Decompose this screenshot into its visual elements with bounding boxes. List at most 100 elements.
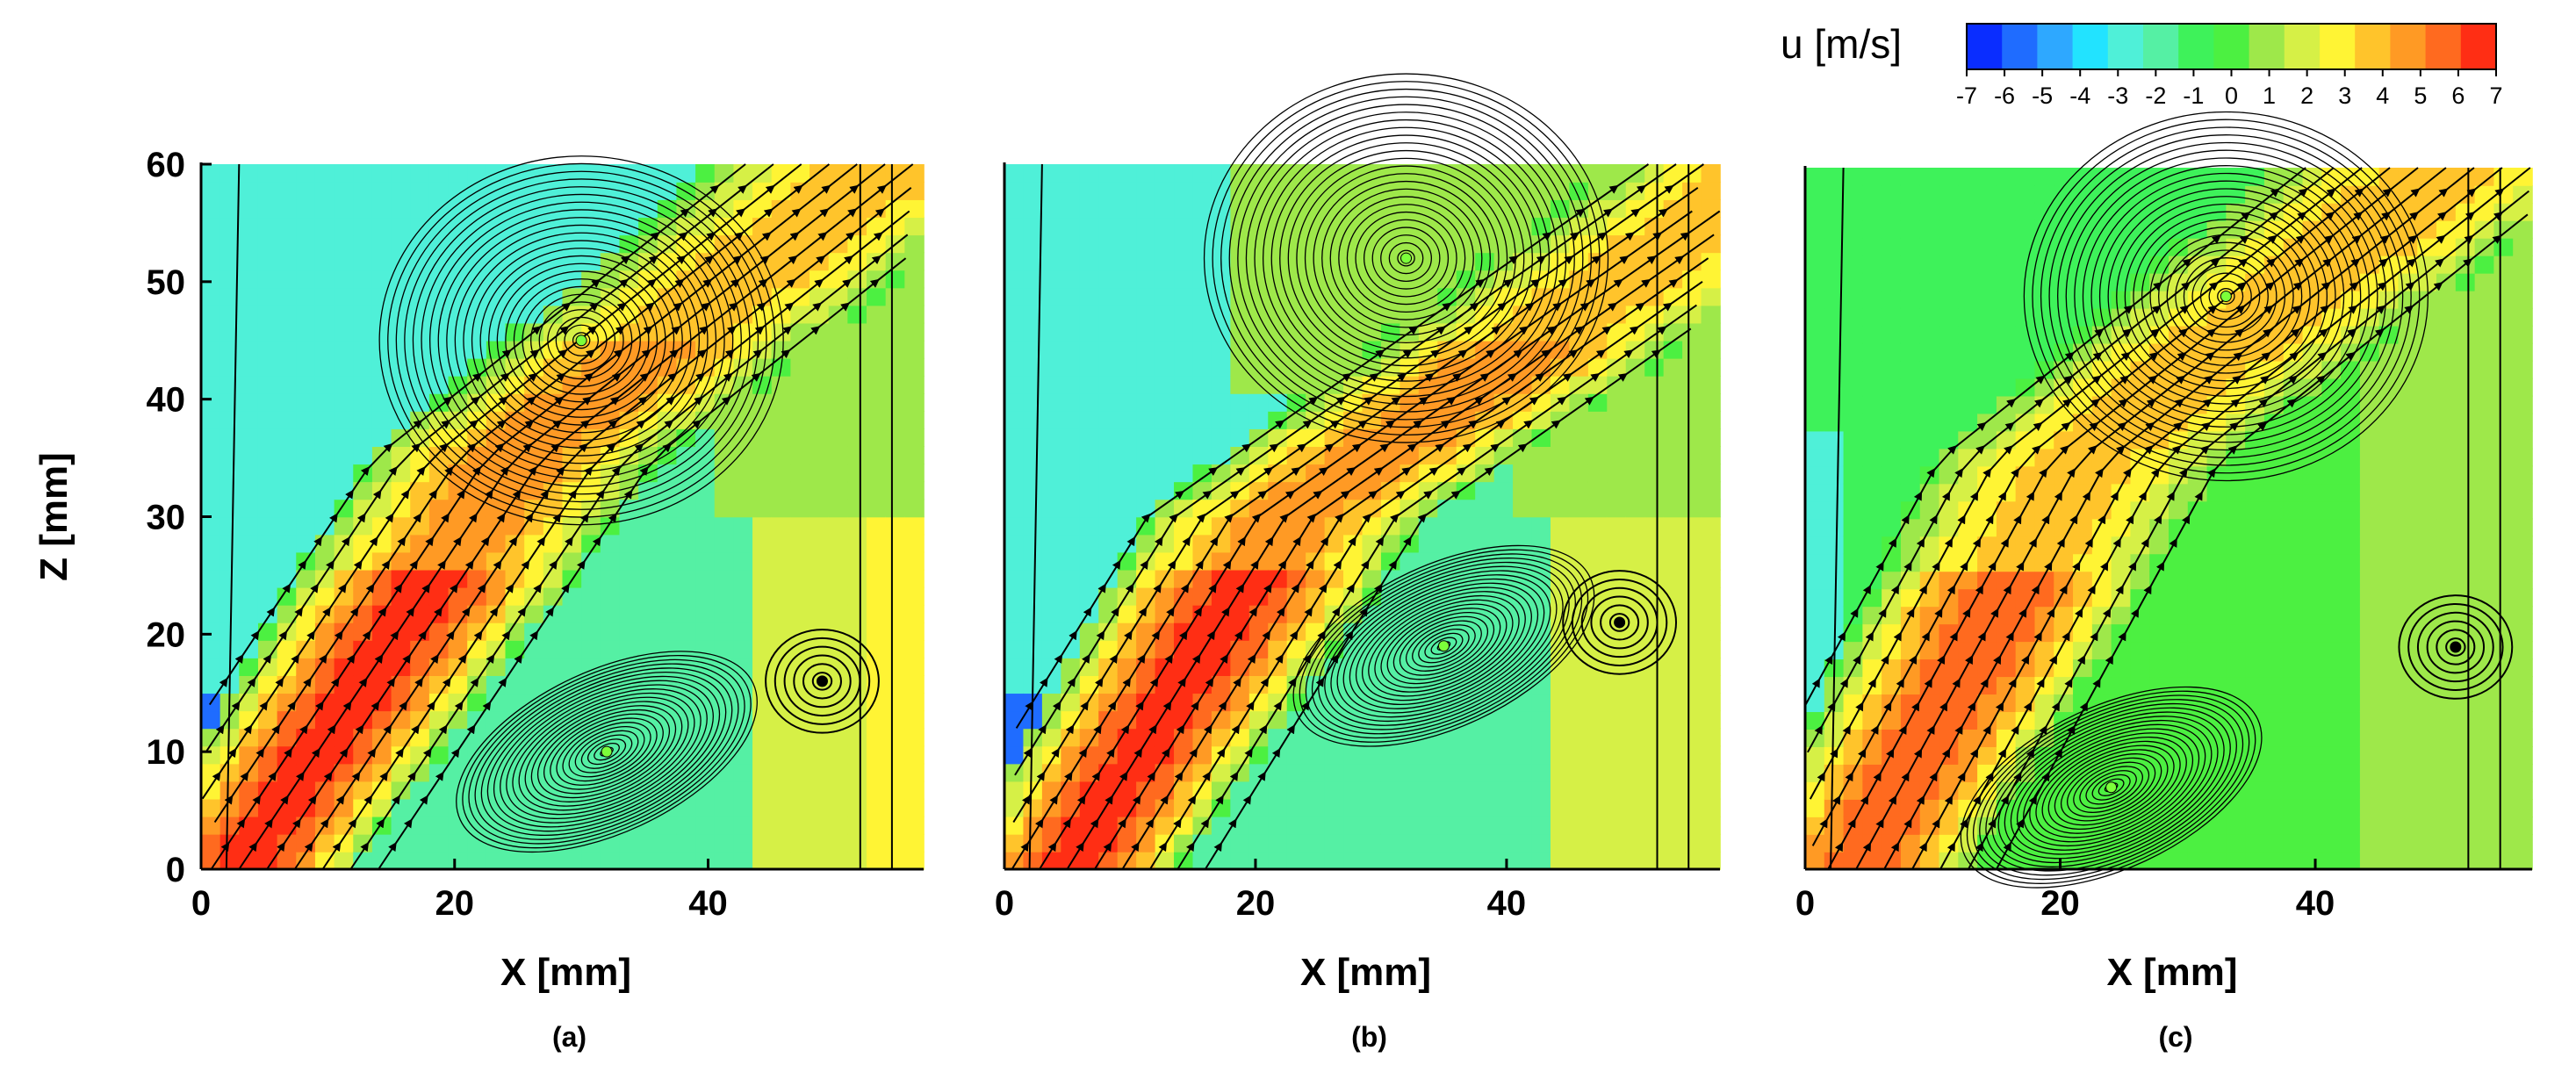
field-cell [2513,571,2533,590]
field-cell [809,411,830,429]
field-cell [2436,307,2457,327]
field-cell [1192,217,1212,236]
field-cell [1644,728,1665,747]
field-cell [2302,711,2323,730]
field-cell [2513,430,2533,450]
field-cell [1644,411,1665,429]
field-cell [334,217,355,236]
vortex-streamline [486,672,727,832]
field-cell [1900,571,1921,590]
field-cell [1701,217,1721,236]
field-cell [714,481,735,500]
field-cell [752,481,773,500]
vortex-streamline [2079,766,2143,809]
field-cell [1268,675,1288,694]
field-cell [1493,851,1514,870]
field-cell [867,833,887,853]
field-cell [1117,710,1137,730]
field-cell [1569,745,1589,765]
vortex-streamline [2004,716,2219,860]
field-cell [828,763,849,782]
field-cell [1493,640,1514,658]
field-cell [1174,745,1194,765]
field-cell [1513,464,1533,483]
field-cell [2321,465,2342,485]
field-cell [828,217,849,236]
vortex-streamline [2107,188,2345,405]
field-cell [2091,536,2112,555]
field-cell [771,217,792,236]
field-cell [733,851,753,870]
field-cell [2054,360,2074,379]
field-cell [847,781,867,800]
field-cell [828,816,849,835]
field-cell [1824,553,1845,572]
vortex-streamline [2085,770,2137,805]
vortex-core [2105,781,2118,794]
field-cell [1996,518,2017,537]
vortex-streamline [564,324,600,356]
vortex-streamline [802,663,842,700]
field-cell [1437,745,1457,765]
field-cell [1587,464,1608,483]
vortex-core [601,745,613,758]
field-cell [296,481,316,500]
field-cell [1625,199,1646,219]
field-cell [1977,168,1997,186]
field-cell [1701,287,1721,306]
field-cell [201,357,221,377]
field-cell [2206,641,2227,660]
colorbar-cell [2178,24,2214,69]
field-cell [1663,446,1683,465]
field-cell [314,586,335,606]
field-cell [1079,287,1100,306]
field-cell [239,392,259,412]
vortex-streamline [2133,211,2320,382]
field-cell [543,534,564,553]
field-cell [1569,375,1589,394]
field-cell [1919,168,1940,186]
field-cell [1306,464,1326,483]
field-cell [1098,340,1119,359]
field-cell [867,816,887,835]
field-cell [371,675,392,694]
field-cell [2417,395,2437,414]
field-cell [2378,658,2400,678]
vortex-streamline [1279,142,1533,375]
field-cell [2436,483,2457,502]
field-cell [1079,481,1100,500]
vortex-streamline [1590,595,1649,650]
field-cell [828,464,849,483]
field-cell [277,287,298,306]
field-cell [867,270,887,289]
field-cell [1418,357,1439,377]
field-cell [2263,658,2285,678]
field-cell [1513,851,1533,870]
y-tick-label: 40 [147,381,186,420]
field-cell [239,551,259,571]
field-cell [1843,272,1864,291]
field-cell [1663,340,1683,359]
field-cell [1475,164,1495,183]
field-cell [1996,536,2017,555]
vortex-streamline [1972,694,2250,881]
field-cell [2263,834,2285,853]
field-cell [1098,164,1119,183]
field-cell [676,516,696,536]
field-cell [219,182,241,200]
field-cell [1418,781,1439,800]
field-cell [1061,182,1081,200]
field-cell [1211,569,1232,588]
field-cell [2417,799,2437,817]
field-cell [1211,586,1232,606]
field-cell [619,604,639,623]
vortex-streamline [586,738,627,766]
field-cell [1805,852,1825,870]
field-cell [1996,465,2017,485]
field-cell [1098,658,1119,676]
field-cell [2378,817,2400,835]
field-cell [410,833,430,853]
field-cell [2474,817,2495,835]
field-cell [1268,586,1288,606]
vortex-streamline [506,684,708,820]
